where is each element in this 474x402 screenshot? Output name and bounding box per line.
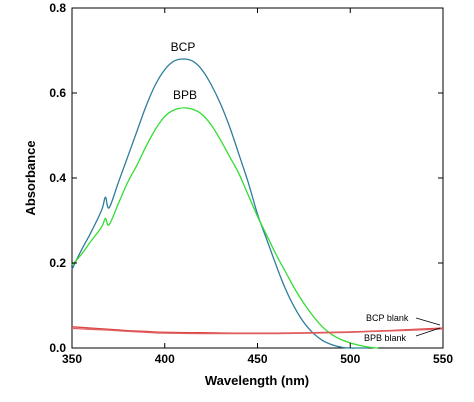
series-label-bcp: BCP: [171, 40, 196, 54]
bcp-blank-leader-line: [415, 317, 441, 326]
x-tick-label: 500: [340, 352, 360, 366]
series-line-bpb: [71, 107, 379, 349]
series-label-bpb: BPB: [173, 88, 197, 102]
x-axis-title: Wavelength (nm): [205, 373, 309, 388]
y-tick-label: 0.0: [49, 341, 66, 355]
x-tick-label: 350: [62, 352, 82, 366]
y-tick-label: 0.4: [49, 171, 66, 185]
y-tick-label: 0.2: [49, 256, 66, 270]
series-line-bpb-blank: [71, 327, 444, 335]
plot-frame: [71, 7, 444, 349]
plot-border: [71, 7, 444, 349]
series-line-bcp: [71, 58, 369, 349]
series-label-bcp-blank: BCP blank: [366, 313, 409, 323]
series-layer: [71, 58, 444, 349]
x-tick-label: 400: [155, 352, 175, 366]
ticks-layer: 350 400 450 500 550 0.0 0.2 0.4 0.6 0.8: [49, 1, 453, 366]
y-tick-label: 0.8: [49, 1, 66, 15]
y-tick-label: 0.6: [49, 86, 66, 100]
x-tick-label: 550: [433, 352, 453, 366]
x-tick-label: 450: [247, 352, 267, 366]
bpb-blank-leader-line: [415, 327, 441, 337]
y-axis-title: Absorbance: [23, 140, 38, 215]
series-label-bpb-blank: BPB blank: [364, 333, 407, 343]
